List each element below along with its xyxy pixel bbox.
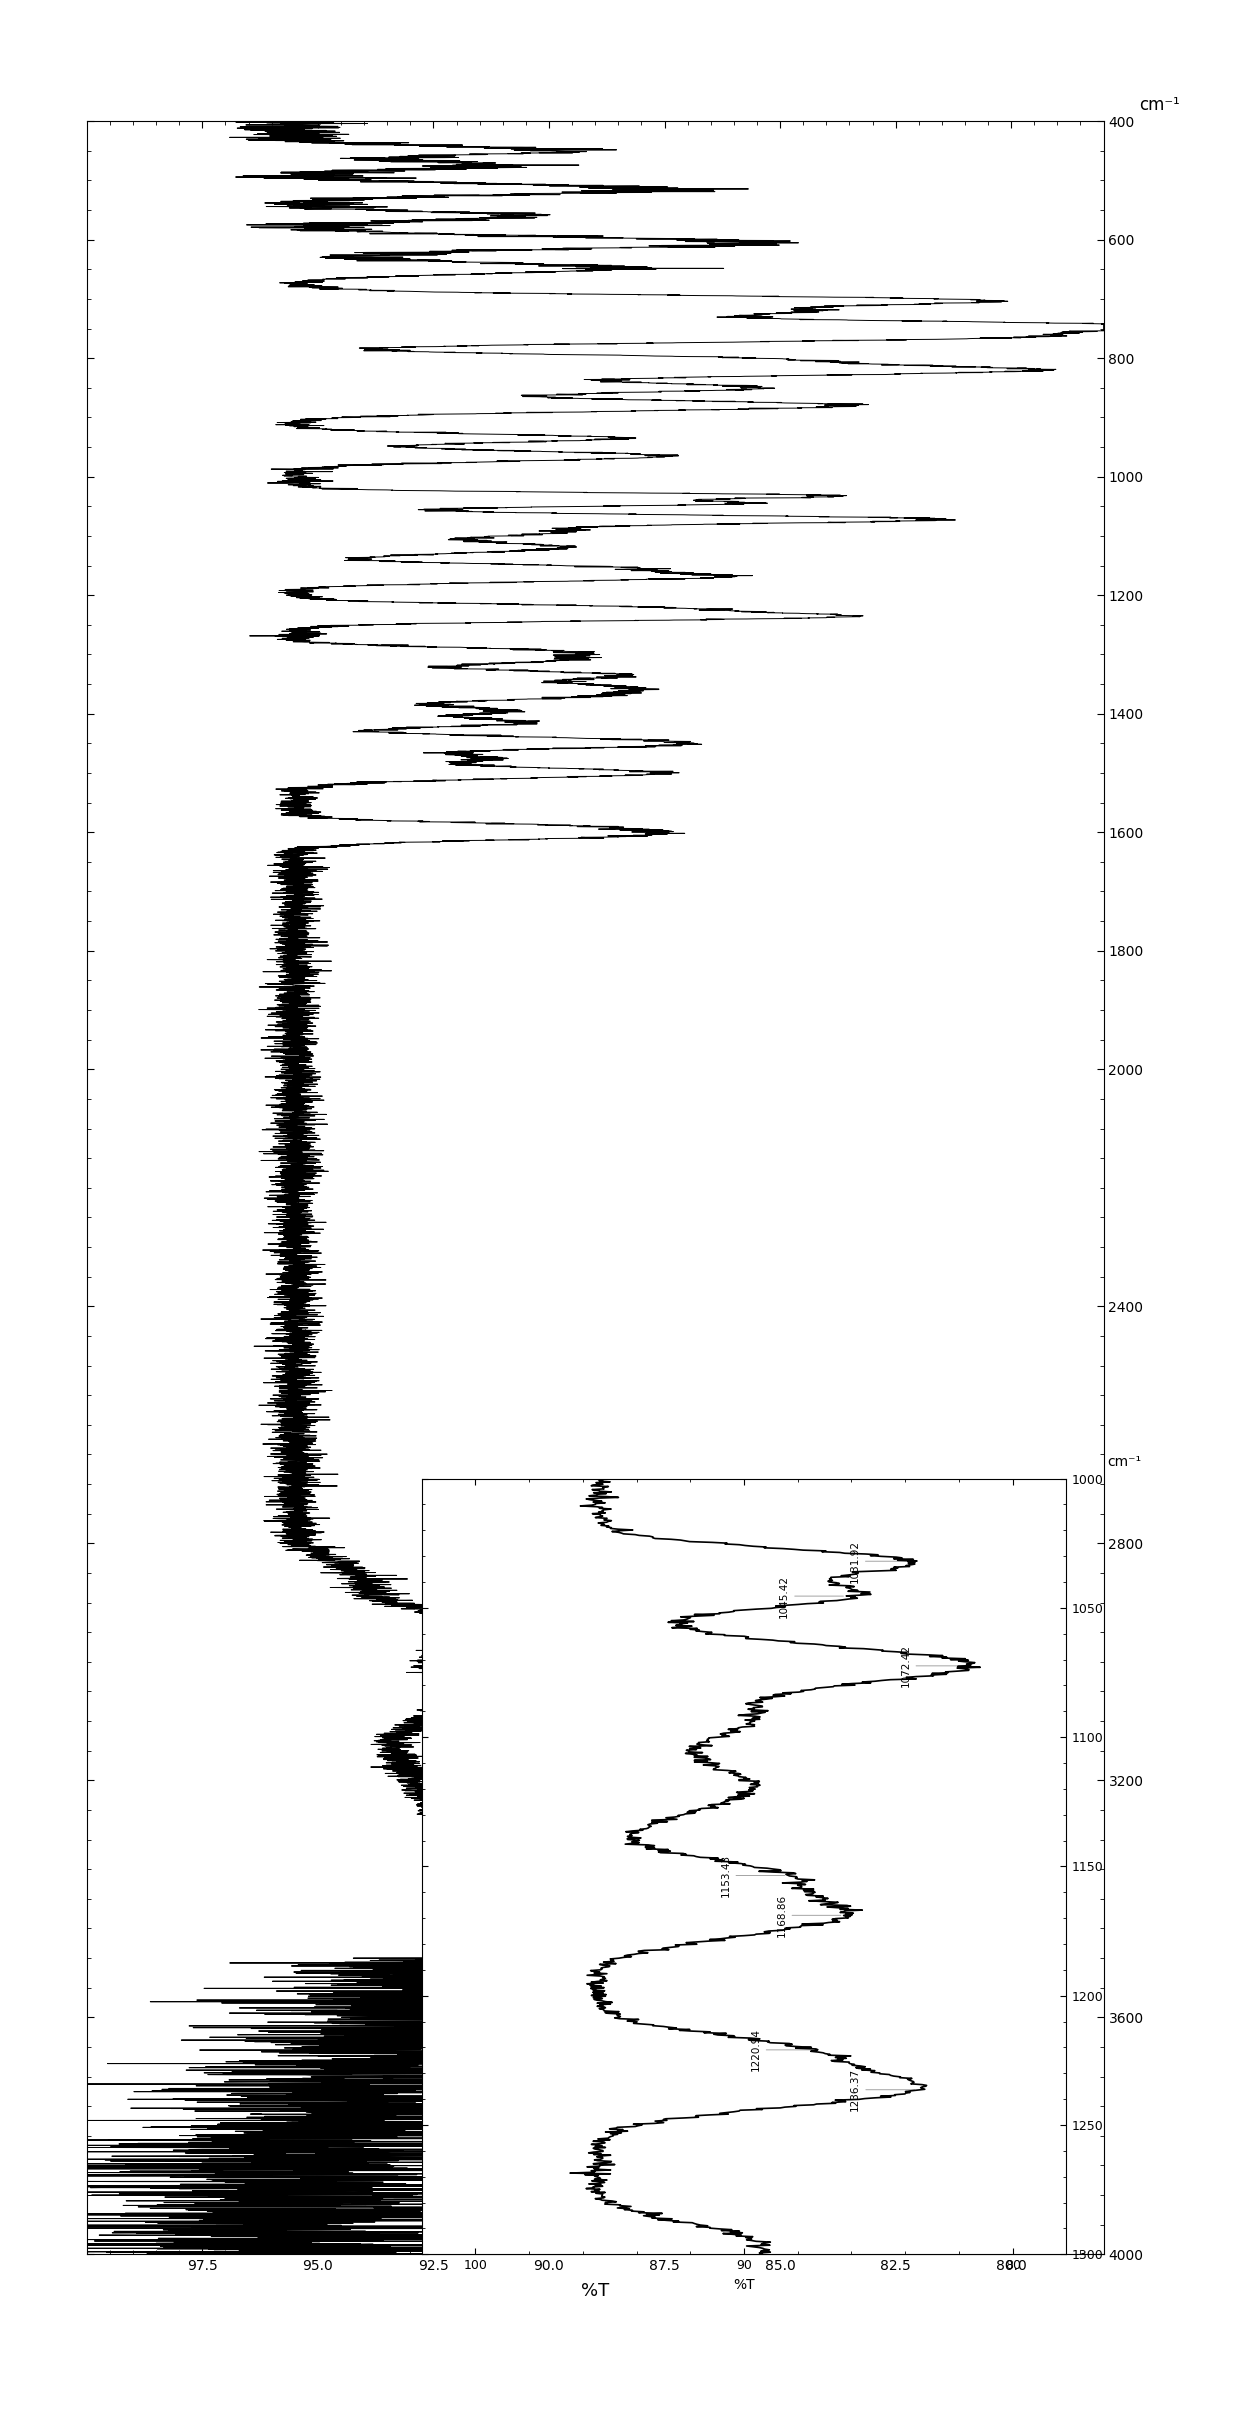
Y-axis label: cm⁻¹: cm⁻¹ <box>1140 95 1180 114</box>
X-axis label: %T: %T <box>582 2281 609 2300</box>
Text: 1168.86: 1168.86 <box>776 1893 841 1937</box>
Text: 1236.37: 1236.37 <box>851 2068 915 2111</box>
Text: 1031.92: 1031.92 <box>849 1539 914 1583</box>
Text: 1045.42: 1045.42 <box>779 1576 843 1617</box>
Y-axis label: cm⁻¹: cm⁻¹ <box>1107 1454 1142 1469</box>
Text: 1153.43: 1153.43 <box>720 1854 785 1898</box>
Text: 1220.94: 1220.94 <box>750 2029 815 2073</box>
X-axis label: %T: %T <box>733 2279 755 2291</box>
Text: 1072.42: 1072.42 <box>900 1643 965 1687</box>
